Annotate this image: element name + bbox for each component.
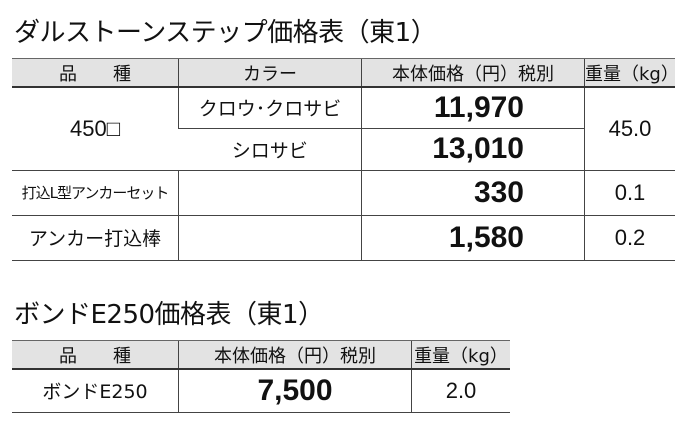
weight-cell: 45.0 (584, 87, 675, 171)
item-cell: 450□ (12, 87, 179, 171)
table-row: アンカー打込棒 1,580 0.2 (12, 215, 675, 261)
header-weight: 重量（kg） (411, 340, 510, 370)
item-cell: ボンドE250 (12, 369, 179, 413)
table2-title: ボンドE250価格表（東1） (14, 300, 324, 330)
header-row: 品 種 カラー 本体価格（円）税別 重量（kg） (12, 58, 679, 88)
table-row: 打込L型アンカーセット 330 0.1 (12, 170, 675, 216)
header-price: 本体価格（円）税別 (178, 340, 412, 370)
price-cell: 7,500 (178, 369, 412, 413)
table-row: ボンドE250 7,500 2.0 (12, 369, 510, 413)
header-color: カラー (178, 58, 362, 88)
item-cell: 打込L型アンカーセット (12, 170, 179, 216)
color-cell (178, 170, 362, 216)
header-item: 品 種 (12, 58, 179, 88)
price-cell: 1,580 (361, 215, 585, 261)
price-cell: 13,010 (361, 128, 585, 171)
price-cell: 330 (361, 170, 585, 216)
item-cell: アンカー打込棒 (12, 215, 179, 261)
weight-cell: 2.0 (411, 369, 510, 413)
weight-cell: 0.2 (584, 215, 675, 261)
color-cell: シロサビ (178, 128, 362, 171)
weight-cell: 0.1 (584, 170, 675, 216)
header-row: 品 種 本体価格（円）税別 重量（kg） (12, 340, 510, 370)
price-table-bond: 品 種 本体価格（円）税別 重量（kg） ボンドE250 7,500 2.0 (12, 340, 510, 413)
table-row: 450□ クロウ･クロサビ 11,970 45.0 (12, 87, 675, 171)
header-item: 品 種 (12, 340, 179, 370)
header-weight: 重量（kg） (584, 58, 679, 88)
price-table-step: 品 種 カラー 本体価格（円）税別 重量（kg） 450□ クロウ･クロサビ 1… (12, 58, 679, 261)
header-price: 本体価格（円）税別 (361, 58, 585, 88)
table-row: シロサビ 13,010 (12, 128, 675, 171)
table1-title: ダルストーンステップ価格表（東1） (14, 18, 437, 48)
price-cell: 11,970 (361, 87, 585, 129)
color-cell: クロウ･クロサビ (178, 87, 362, 129)
color-cell (178, 215, 362, 261)
